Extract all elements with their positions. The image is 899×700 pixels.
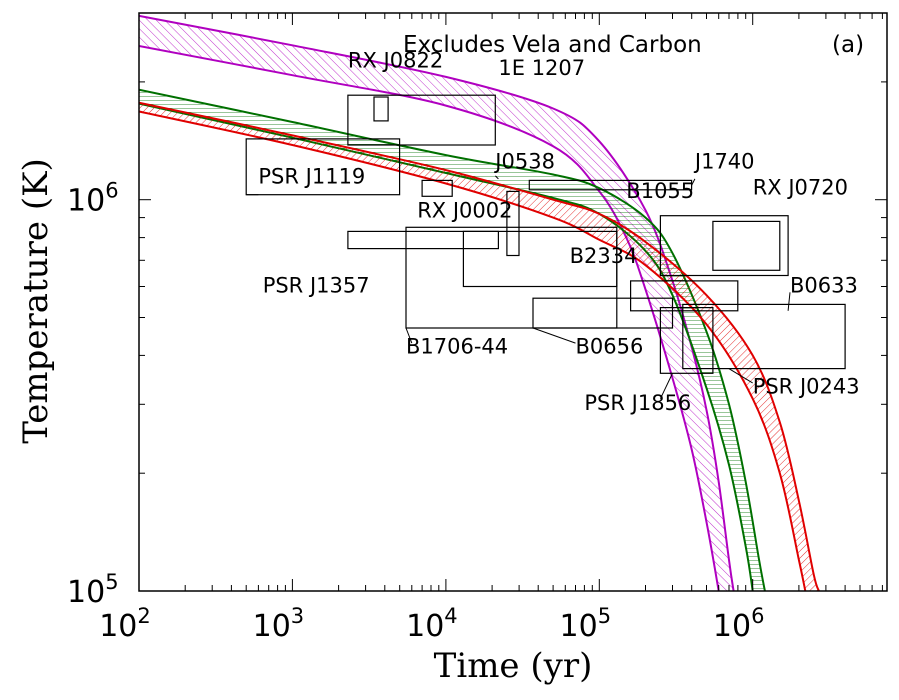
box-b2334 (462, 230, 618, 288)
pulsar-labels: RX J0822 1E 1207 PSR J1119 J0538 J1740 B1055 R… (258, 48, 859, 415)
label-j1740: J1740 (693, 150, 755, 174)
axis-ticks (138, 12, 887, 592)
green-upper-curve (139, 88, 766, 591)
chart-title: Excludes Vela and Carbon (403, 32, 702, 58)
box-psr-j1119 (245, 138, 401, 196)
red-lower-curve (139, 110, 807, 591)
label-rx-j0720: RX J0720 (753, 176, 848, 200)
label-b0633: B0633 (790, 273, 858, 297)
leader-line (405, 327, 413, 344)
label-psr-j1119: PSR J1119 (258, 165, 365, 189)
box-rx-j0002 (347, 230, 499, 250)
red-upper-curve (139, 101, 820, 591)
pulsar-boxes (245, 94, 846, 374)
cooling-bands (139, 14, 820, 591)
label-j0538: J0538 (493, 150, 555, 174)
box-rx-j0822 (373, 96, 389, 122)
x-axis-label: Time (yr) (434, 646, 593, 686)
label-psr-j0243: PSR J0243 (753, 374, 860, 398)
box-rx-j0720 (659, 215, 789, 277)
leader-line (691, 178, 696, 186)
label-b1055: B1055 (626, 179, 694, 203)
leader-line (728, 368, 753, 384)
box-rx-j0720-inner (712, 220, 781, 271)
purple-band-fill (139, 15, 734, 591)
label-rx-j0822: RX J0822 (348, 48, 443, 72)
label-b0656: B0656 (576, 334, 644, 358)
label-1e-1207: 1E 1207 (498, 56, 585, 80)
leader-line (494, 175, 499, 180)
label-psr-j1357: PSR J1357 (263, 273, 370, 297)
y-tick-label: 106 (67, 179, 119, 219)
box-b1055 (506, 190, 520, 257)
y-tick-label: 105 (67, 570, 119, 610)
label-b1706-44: B1706-44 (406, 334, 508, 358)
box-psr-j1357 (405, 226, 618, 329)
label-b2334: B2334 (570, 244, 638, 268)
y-axis-label: Temperature (K) (16, 158, 56, 443)
box-psr-j0243 (682, 303, 846, 370)
leader-line (659, 373, 673, 399)
box-b0633 (629, 280, 739, 312)
green-band-fill (139, 89, 765, 591)
box-j0538 (421, 179, 453, 197)
x-tick-label: 104 (406, 604, 458, 644)
label-leaders (246, 175, 791, 399)
box-b0656 (532, 297, 674, 329)
leader-line (532, 327, 576, 344)
label-rx-j0002: RX J0002 (417, 199, 512, 223)
panel-label: (a) (832, 32, 864, 58)
x-tick-label: 105 (560, 604, 612, 644)
box-1e-1207 (347, 94, 496, 146)
box-psr-j1856 (659, 307, 714, 374)
purple-upper-curve (139, 14, 735, 591)
x-tick-label: 102 (99, 604, 151, 644)
plot-frame (138, 12, 888, 592)
y-tick-labels: 105 106 (67, 179, 119, 610)
x-tick-label: 103 (253, 604, 305, 644)
box-j1740 (528, 179, 693, 191)
label-psr-j1856: PSR J1856 (584, 391, 691, 415)
leader-line (787, 292, 791, 311)
x-tick-label: 106 (713, 604, 765, 644)
x-tick-labels: 102 103 104 105 106 (99, 604, 764, 644)
